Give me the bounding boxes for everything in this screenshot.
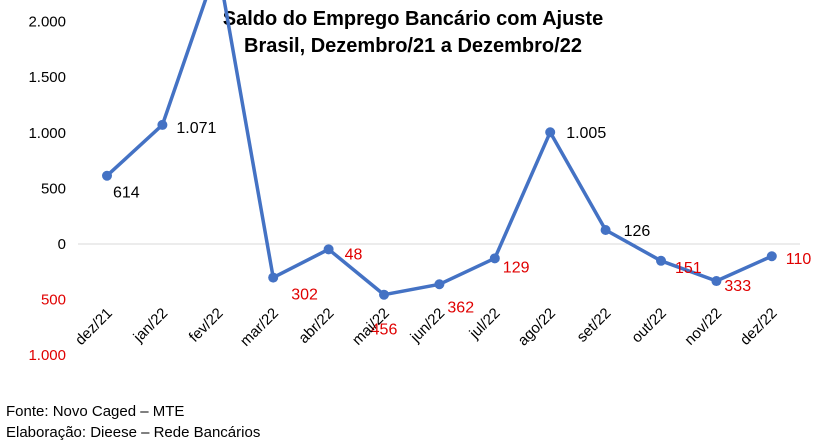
x-tick-label: abr/22 [295, 305, 337, 347]
x-tick-label: dez/21 [72, 305, 116, 349]
y-tick-label: 2.000 [28, 14, 66, 31]
x-tick-label: fev/22 [186, 305, 227, 346]
y-tick-label: 1.500 [28, 69, 66, 86]
data-label: 614 [113, 185, 140, 202]
y-tick-label: 1.000 [28, 125, 66, 142]
data-label: 333 [724, 278, 751, 295]
source-note: Fonte: Novo Caged – MTE [6, 403, 185, 420]
data-label: 1.005 [566, 125, 606, 142]
chart-subtitle: Brasil, Dezembro/21 a Dezembro/22 [244, 35, 582, 57]
x-tick-label: set/22 [574, 305, 615, 346]
data-point [268, 272, 279, 283]
x-tick-label: mar/22 [237, 305, 282, 350]
data-point [766, 251, 777, 262]
data-point [545, 127, 556, 138]
series-line [105, 0, 773, 297]
chart-title: Saldo do Emprego Bancário com Ajuste [222, 8, 604, 30]
x-tick-label: ago/22 [515, 305, 559, 349]
x-tick-label: nov/22 [681, 305, 725, 349]
data-point [102, 170, 112, 181]
data-label: 1.071 [176, 120, 216, 137]
data-label: 456 [371, 322, 398, 339]
data-point [600, 224, 611, 235]
x-tick-label: dez/22 [737, 305, 781, 349]
y-tick-label: 1.000 [28, 347, 66, 364]
data-point [711, 276, 722, 287]
x-tick-label: out/22 [628, 305, 670, 347]
y-tick-label: 500 [41, 292, 66, 309]
data-label: 126 [624, 223, 651, 240]
data-point [656, 255, 666, 266]
y-tick-label: 500 [41, 180, 66, 197]
data-label: 302 [291, 287, 318, 304]
x-tick-label: jun/22 [407, 305, 449, 347]
data-point [157, 119, 168, 130]
data-label: 151 [675, 260, 702, 277]
data-point [379, 289, 389, 300]
data-point [323, 244, 334, 255]
data-label: 362 [447, 299, 474, 316]
credit-note: Elaboração: Dieese – Rede Bancários [6, 424, 261, 441]
data-label: 48 [345, 246, 363, 263]
data-label: 129 [503, 259, 530, 276]
data-point [489, 253, 500, 264]
data-label: 110 [786, 251, 812, 268]
y-tick-label: 0 [58, 236, 66, 253]
data-point [434, 279, 445, 290]
x-tick-label: jan/22 [130, 305, 172, 347]
